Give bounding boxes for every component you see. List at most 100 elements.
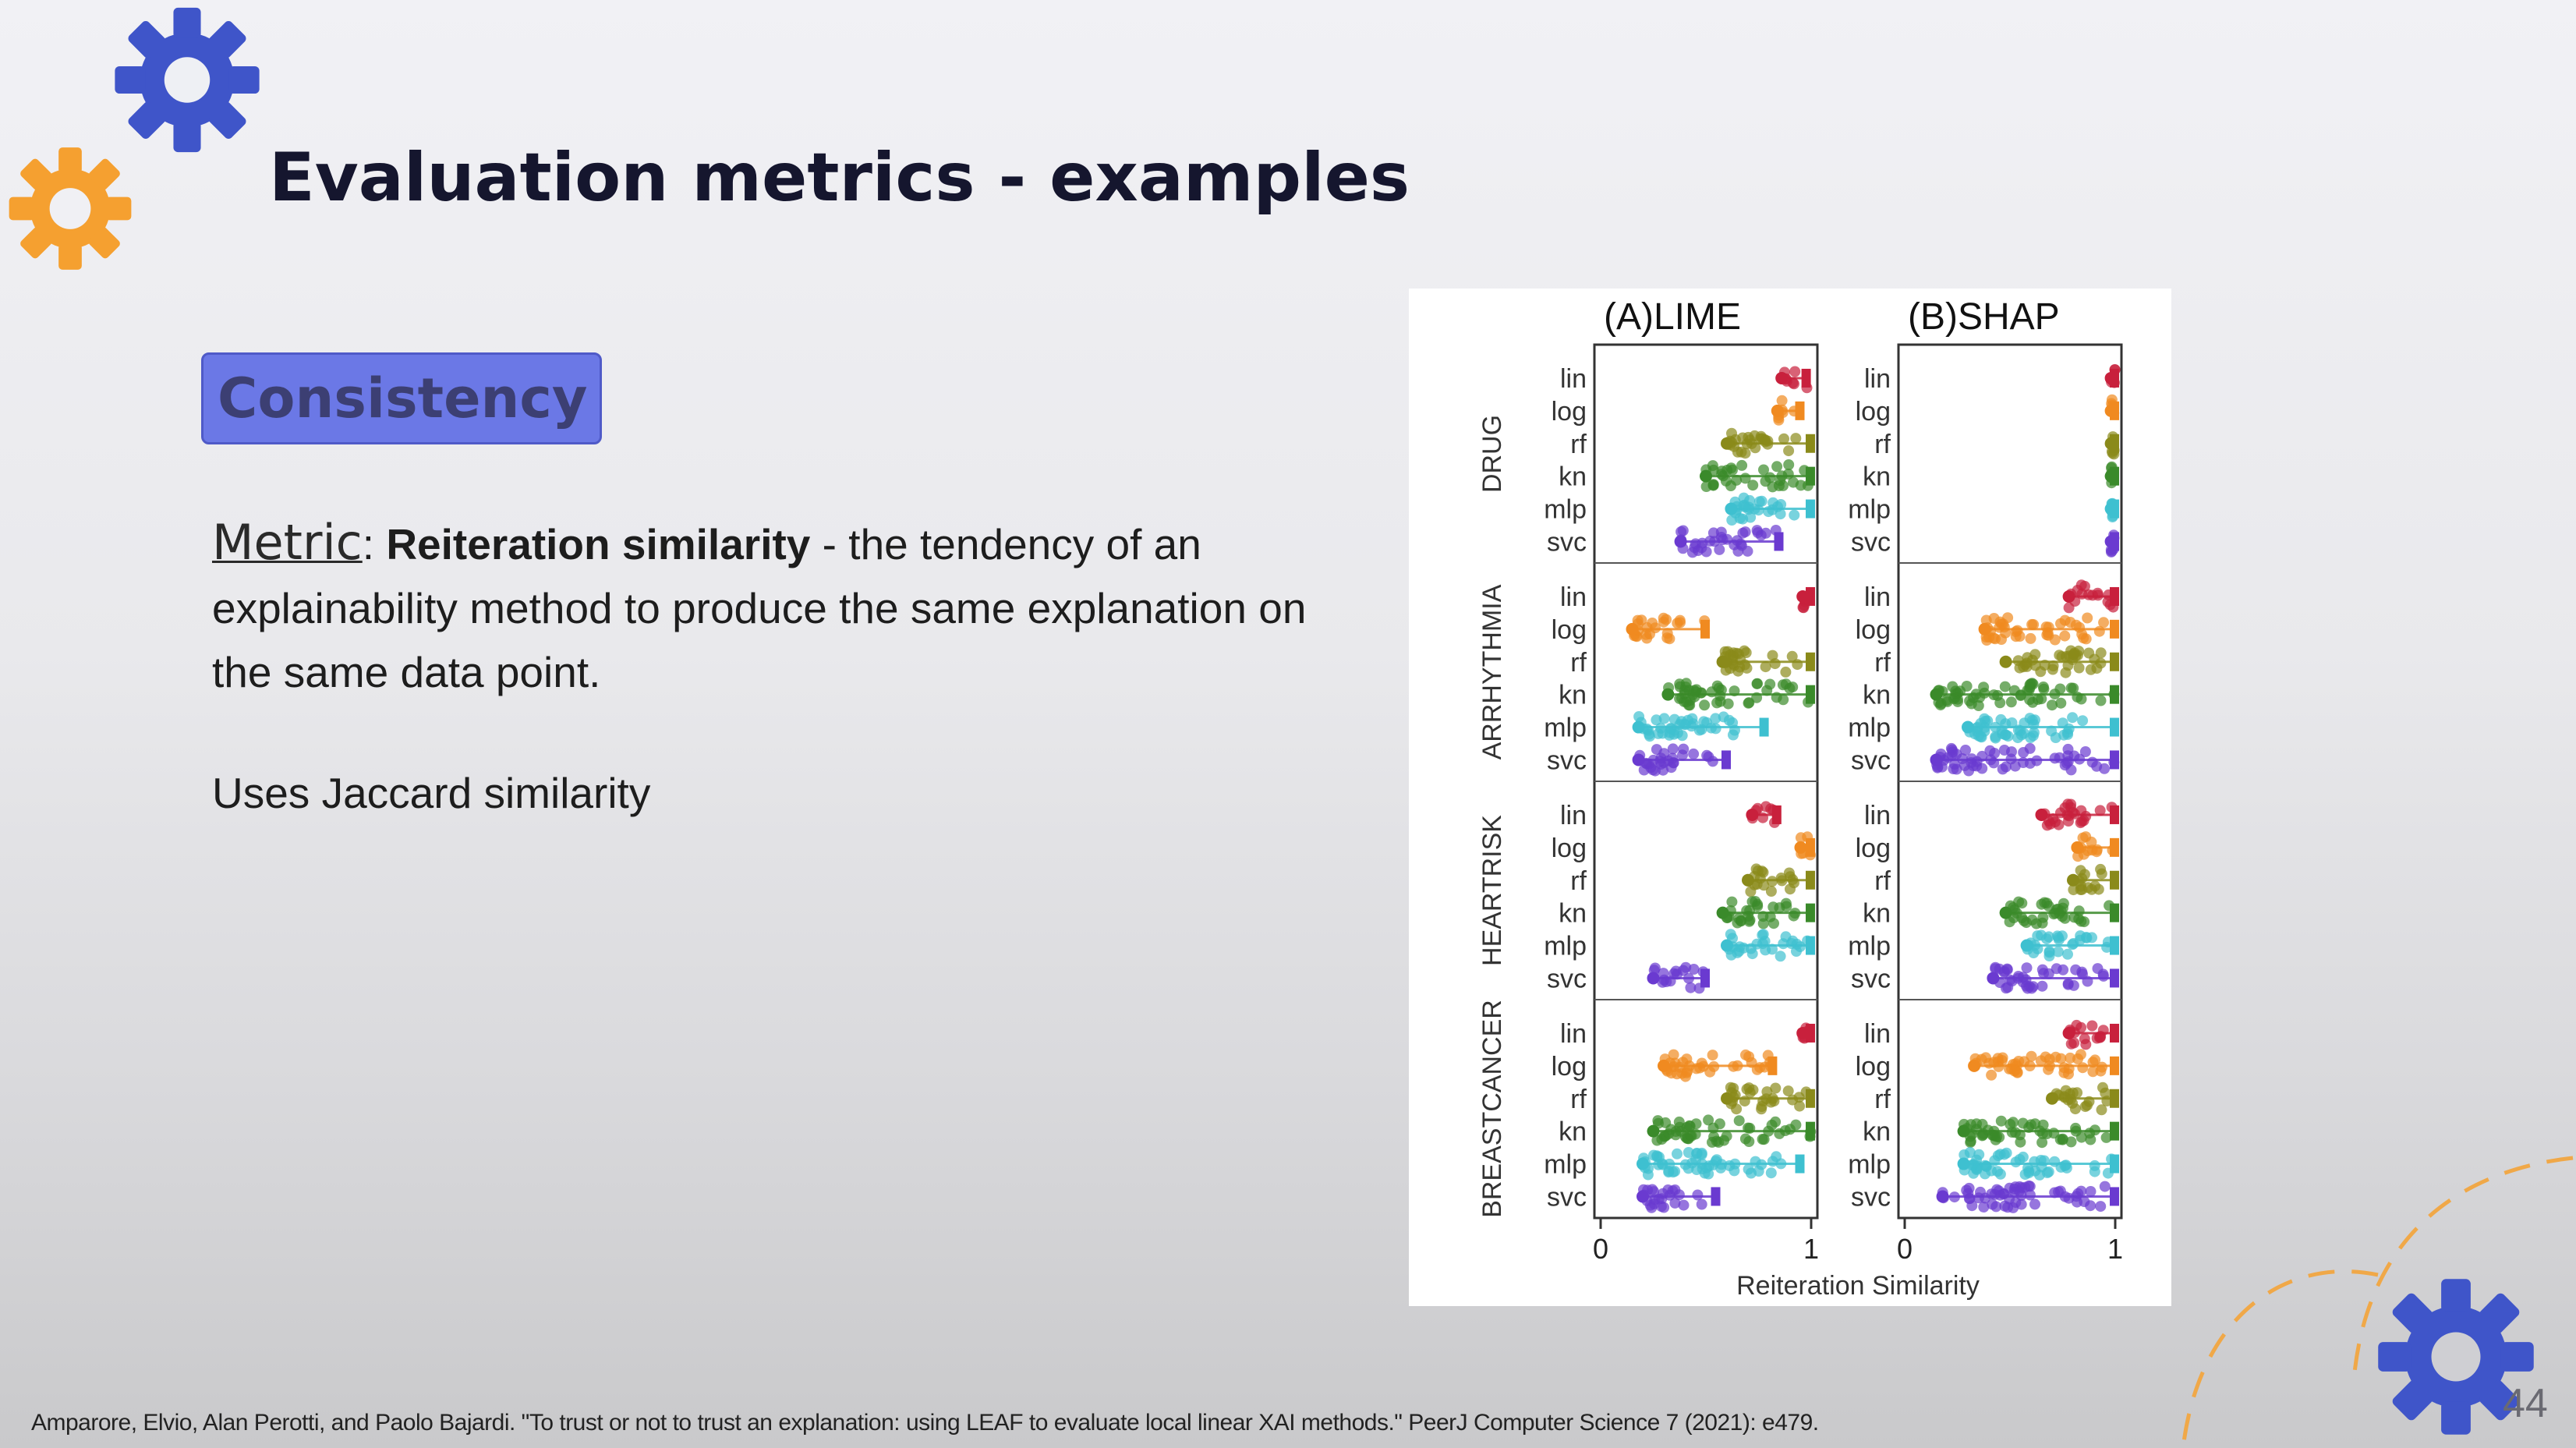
data-point	[1771, 461, 1783, 473]
range-min-point	[1746, 808, 1759, 821]
x-tick-label: 0	[1897, 1233, 1913, 1265]
data-point	[1664, 633, 1675, 645]
data-point	[1757, 918, 1769, 929]
model-label: mlp	[1848, 1150, 1891, 1180]
data-point	[1992, 1166, 2003, 1177]
data-point	[1724, 1160, 1736, 1171]
data-point	[1745, 943, 1757, 954]
metric-colon: :	[362, 520, 375, 568]
data-point	[2076, 883, 2088, 895]
model-label: log	[1856, 615, 1891, 645]
range-max-mark	[2110, 619, 2119, 639]
range-max-mark	[1774, 532, 1784, 551]
data-point	[2077, 1062, 2089, 1074]
range-max-mark	[1771, 805, 1782, 824]
data-point	[2082, 612, 2093, 624]
data-point	[1778, 938, 1789, 950]
data-point	[1658, 1202, 1670, 1213]
range-min-point	[1725, 502, 1738, 515]
data-point	[2017, 1117, 2029, 1129]
data-point	[2055, 697, 2067, 709]
data-point	[2075, 817, 2086, 829]
data-point	[1789, 908, 1801, 919]
range-max-mark	[1795, 401, 1805, 420]
data-point	[2054, 650, 2065, 661]
data-point	[1765, 1167, 1777, 1179]
data-point	[2076, 966, 2088, 978]
data-point	[1973, 700, 1984, 711]
range-min-point	[1957, 1157, 1970, 1170]
range-max-mark	[2110, 1089, 2119, 1108]
data-point	[1757, 929, 1768, 941]
data-point	[1647, 618, 1658, 628]
data-point	[2031, 755, 2043, 766]
data-point	[1760, 476, 1771, 487]
model-label: svc	[1547, 745, 1587, 775]
range-min-point	[1936, 1190, 1949, 1203]
data-point	[1739, 1096, 1750, 1107]
range-min-point	[1930, 688, 1943, 701]
model-label: lin	[1864, 364, 1891, 394]
range-min-point	[1742, 873, 1754, 887]
range-max-mark	[1806, 870, 1815, 890]
range-min-point	[1647, 972, 1660, 985]
model-label: mlp	[1848, 713, 1891, 743]
range-max-mark	[1806, 936, 1815, 955]
range-min-point	[1658, 1059, 1670, 1072]
metric-label: Metric	[212, 514, 363, 571]
data-point	[2095, 657, 2107, 669]
data-point	[2097, 1061, 2107, 1073]
data-point	[1672, 1148, 1683, 1159]
data-point	[1668, 713, 1680, 725]
data-point	[1960, 745, 1971, 756]
data-point	[1999, 681, 2011, 692]
data-point	[1783, 459, 1795, 470]
range-min-point	[1716, 655, 1729, 668]
data-point	[2087, 1066, 2099, 1078]
range-max-mark	[2110, 805, 2119, 824]
data-point	[2036, 980, 2048, 992]
model-label: log	[1552, 615, 1587, 645]
data-point	[2054, 1134, 2066, 1145]
data-point	[2014, 631, 2026, 642]
data-point	[1963, 1193, 1975, 1205]
data-point	[2028, 727, 2040, 738]
range-min-point	[1794, 841, 1807, 854]
model-label: kn	[1559, 462, 1587, 492]
data-point	[1632, 614, 1644, 626]
data-point	[1715, 684, 1727, 696]
model-label: kn	[1863, 899, 1891, 929]
data-point	[1731, 474, 1743, 486]
model-label: lin	[1560, 582, 1587, 612]
data-point	[1697, 537, 1708, 549]
data-point	[2099, 1181, 2111, 1192]
data-point	[2050, 732, 2061, 743]
data-point	[2087, 1057, 2099, 1068]
chart-svg: (A)LIMElinlogrfknmlpsvclinlogrfknmlpsvcl…	[1477, 296, 2123, 1301]
data-point	[2021, 962, 2033, 974]
model-label: rf	[1874, 866, 1891, 896]
range-max-mark	[2110, 968, 2119, 988]
range-min-point	[2071, 841, 2084, 854]
data-point	[1676, 730, 1688, 742]
model-label: rf	[1570, 866, 1587, 896]
data-point	[2024, 1060, 2036, 1071]
data-point	[1732, 665, 1744, 677]
range-max-mark	[2110, 1154, 2119, 1174]
data-point	[1789, 366, 1801, 377]
data-point	[1705, 722, 1717, 734]
data-point	[2057, 930, 2068, 942]
data-point	[1742, 545, 1753, 557]
data-point	[2067, 939, 2079, 951]
data-point	[2091, 760, 2103, 772]
range-min-point	[1978, 622, 1991, 635]
x-tick-label: 1	[2107, 1233, 2123, 1265]
data-point	[1775, 508, 1786, 520]
data-point	[2059, 630, 2071, 642]
data-point	[1762, 435, 1774, 447]
range-min-point	[1674, 535, 1687, 548]
data-point	[1764, 678, 1776, 690]
data-point	[1732, 648, 1744, 660]
data-point	[1757, 938, 1768, 950]
model-label: mlp	[1544, 713, 1587, 743]
